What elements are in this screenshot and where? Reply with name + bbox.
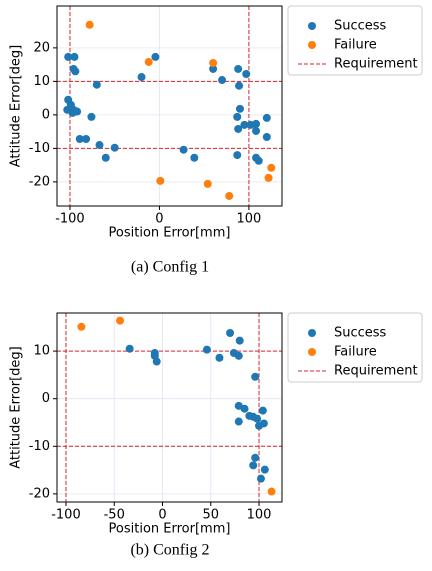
data-point (235, 336, 244, 345)
data-point (92, 80, 101, 89)
data-point (144, 57, 153, 66)
data-point (242, 70, 251, 79)
data-point (190, 153, 199, 162)
plot-frame (56, 312, 283, 503)
data-point (125, 344, 134, 353)
y-tick-label: 0 (42, 107, 50, 122)
data-point (249, 461, 258, 470)
y-axis-label: Attitude Error[deg] (9, 346, 24, 469)
data-point (235, 81, 244, 90)
data-point (203, 179, 212, 188)
data-point (262, 113, 271, 122)
data-point (260, 465, 269, 474)
data-point (233, 112, 242, 121)
data-point (267, 487, 276, 496)
data-point (264, 173, 273, 182)
legend-label: Success (334, 19, 387, 34)
data-point (156, 176, 165, 185)
data-point (202, 345, 211, 354)
data-point (75, 134, 84, 143)
data-point (251, 453, 260, 462)
data-point (253, 414, 262, 423)
legend-marker (308, 329, 316, 337)
x-tick-label: -100 (51, 508, 81, 523)
y-tick-label: 10 (33, 344, 50, 359)
data-point (218, 76, 227, 85)
data-point (234, 417, 243, 426)
y-tick-label: 10 (33, 74, 50, 89)
data-point (235, 104, 244, 113)
data-point (85, 20, 94, 29)
caption: (b) Config 2 (130, 542, 209, 559)
data-point (71, 67, 80, 76)
data-point (225, 191, 234, 200)
data-point (240, 120, 249, 129)
data-point (151, 52, 160, 61)
data-point (209, 64, 218, 73)
data-point (68, 108, 77, 117)
data-point (254, 156, 263, 165)
legend-label: Failure (334, 38, 377, 53)
data-point (137, 73, 146, 82)
data-point (252, 119, 261, 128)
data-point (256, 474, 265, 483)
x-tick-label: 100 (247, 508, 272, 523)
data-point (267, 163, 276, 172)
data-point (87, 112, 96, 121)
legend-marker (308, 41, 316, 49)
data-point (234, 351, 243, 360)
x-tick-label: 50 (202, 508, 219, 523)
data-point (240, 404, 249, 413)
data-point (95, 141, 104, 150)
data-point (226, 328, 235, 337)
legend-label: Success (334, 326, 387, 341)
legend-marker (308, 348, 316, 356)
y-tick-label: -10 (29, 141, 50, 156)
data-point (258, 406, 267, 415)
data-point (101, 153, 110, 162)
x-axis-label: Position Error[mm] (109, 522, 231, 537)
data-point (152, 357, 161, 366)
legend-label: Requirement (334, 364, 418, 379)
plot-frame (56, 5, 283, 207)
data-point (110, 143, 119, 152)
data-point (234, 64, 243, 73)
data-point (64, 52, 73, 61)
data-point (262, 132, 271, 141)
data-point (179, 145, 188, 154)
data-point (233, 151, 242, 160)
legend-marker (308, 22, 316, 30)
legend-box (287, 5, 423, 76)
x-tick-label: -100 (55, 212, 85, 227)
x-tick-label: 0 (155, 212, 163, 227)
data-point (251, 372, 260, 381)
y-tick-label: -10 (29, 439, 50, 454)
data-point (252, 126, 261, 135)
y-tick-label: -20 (29, 486, 50, 501)
legend-label: Failure (334, 345, 377, 360)
data-point (116, 316, 125, 325)
y-axis-label: Attitude Error[deg] (9, 45, 24, 168)
x-axis-label: Position Error[mm] (109, 226, 231, 241)
caption: (a) Config 1 (131, 259, 209, 276)
y-tick-label: 0 (42, 391, 50, 406)
y-tick-label: -20 (29, 174, 50, 189)
data-point (259, 419, 268, 428)
y-tick-label: 20 (33, 40, 50, 55)
legend-label: Requirement (334, 57, 418, 72)
data-point (70, 52, 79, 61)
x-tick-label: 100 (236, 212, 261, 227)
legend-box (287, 312, 423, 383)
data-point (77, 322, 86, 331)
data-point (82, 134, 91, 143)
x-tick-label: 0 (158, 508, 166, 523)
x-tick-label: -50 (104, 508, 125, 523)
data-point (215, 353, 224, 362)
data-point (209, 58, 218, 67)
data-point (234, 124, 243, 133)
